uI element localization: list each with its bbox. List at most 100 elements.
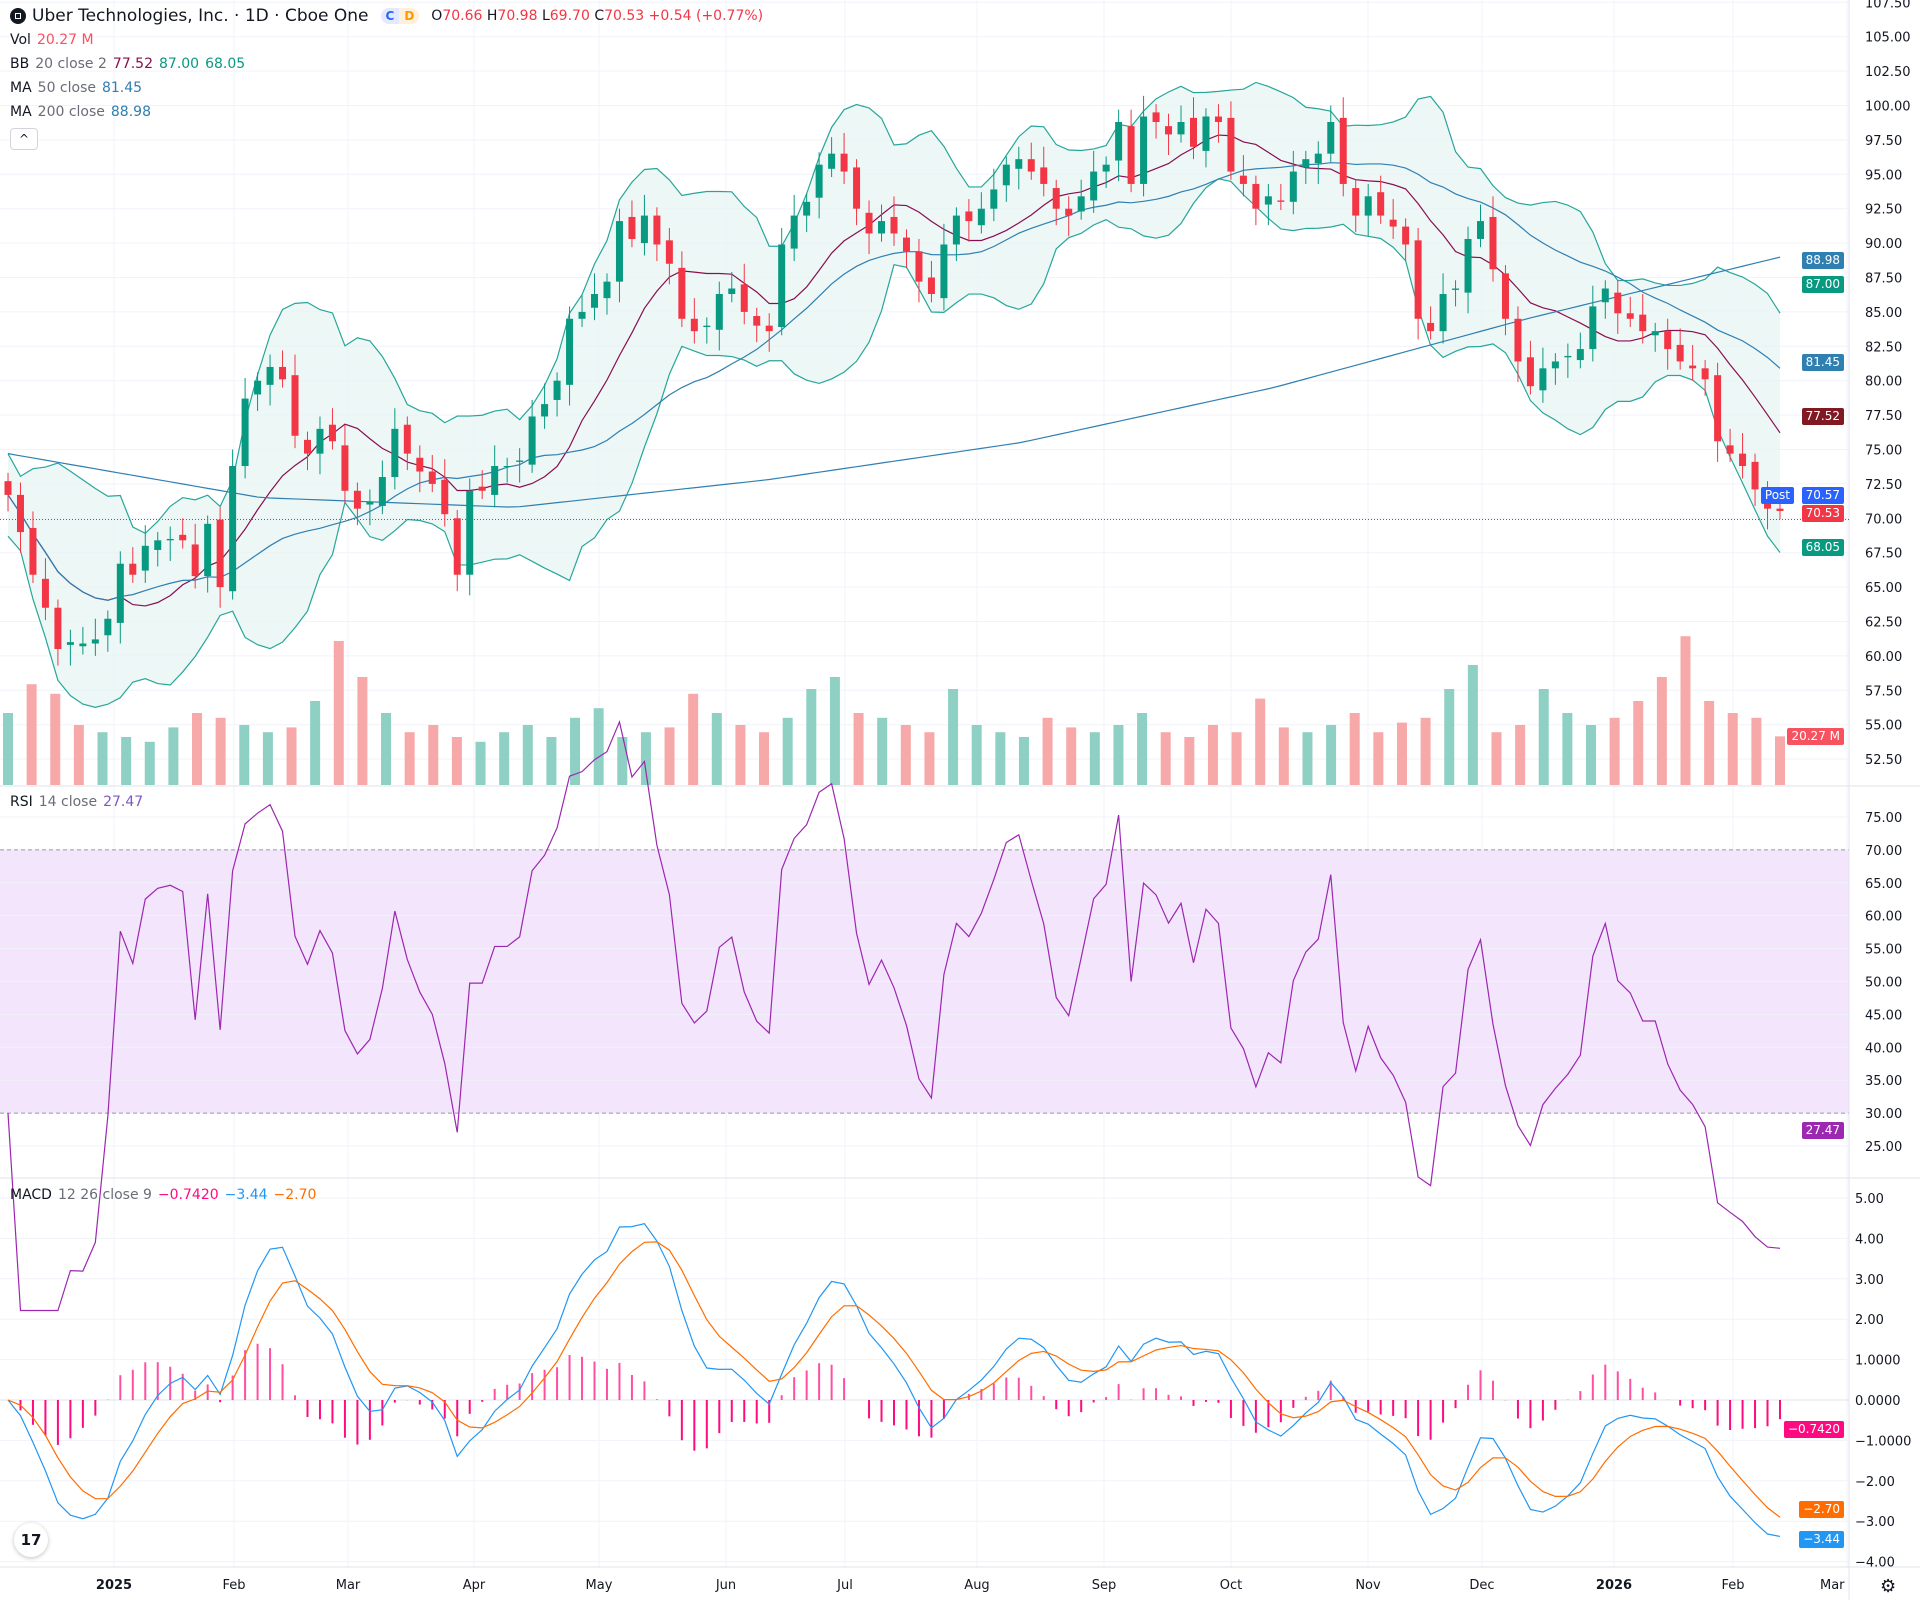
price-axis-label: 80.00: [1865, 375, 1902, 390]
volume-bar: [877, 717, 888, 785]
volume-bar: [1444, 689, 1455, 785]
collapse-legend-button[interactable]: ^: [10, 128, 38, 150]
volume-bar: [1727, 713, 1738, 785]
volume-bar: [522, 725, 533, 785]
candle-body: [553, 380, 561, 400]
symbol-name[interactable]: Uber Technologies, Inc. · 1D · Cboe One: [32, 6, 369, 26]
rsi-params: 14 close: [38, 794, 98, 810]
volume-bar: [1113, 725, 1124, 785]
volume-bar: [499, 732, 510, 785]
candle-body: [1676, 344, 1684, 362]
candle-body: [116, 563, 124, 623]
candle-body: [41, 578, 49, 608]
high-value: 70.98: [497, 8, 538, 24]
price-axis-label: 57.50: [1865, 684, 1902, 699]
candle-body: [129, 563, 137, 575]
bb-fill: [8, 82, 1780, 708]
rsi-axis-label: 40.00: [1865, 1041, 1902, 1056]
market-status-badges[interactable]: C D: [380, 8, 420, 24]
candle-body: [166, 538, 174, 541]
ma200-legend[interactable]: MA 200 close 88.98: [10, 104, 151, 120]
volume-bar: [1066, 727, 1077, 785]
candle-body: [1564, 355, 1572, 358]
rsi-legend[interactable]: RSI 14 close 27.47: [10, 794, 143, 810]
candle-body: [728, 288, 736, 295]
volume-bar: [1231, 732, 1242, 785]
candle-body: [1701, 368, 1709, 380]
close-label: C: [594, 8, 605, 24]
volume-bar: [664, 727, 675, 785]
candle-body: [927, 277, 935, 295]
macd-hist-value: −0.7420: [157, 1187, 219, 1203]
market-closed-badge[interactable]: C: [380, 8, 400, 24]
candle-body: [403, 424, 411, 454]
candle-body: [1090, 171, 1098, 201]
volume-bar: [1656, 677, 1667, 785]
volume-bar: [451, 737, 462, 785]
volume-bar: [782, 717, 793, 785]
candle-body: [1115, 122, 1123, 161]
volume-bar: [853, 713, 864, 785]
candle-body: [1040, 167, 1048, 184]
time-axis-label: Apr: [463, 1578, 486, 1593]
candle-body: [1614, 292, 1622, 314]
macd-legend[interactable]: MACD 12 26 close 9 −0.7420 −3.44 −2.70: [10, 1187, 316, 1203]
candle-body: [1589, 306, 1597, 350]
bb-basis-tag: 77.52: [1801, 408, 1844, 425]
volume-bar: [759, 732, 770, 785]
candle-body: [1514, 318, 1522, 362]
macd-label: MACD: [10, 1187, 52, 1203]
bb-params: 20 close 2: [35, 56, 107, 72]
ma200-value: 88.98: [110, 104, 151, 120]
volume-bar: [971, 725, 982, 785]
candle-body: [990, 189, 998, 209]
candle-body: [1489, 216, 1497, 270]
candle-body: [154, 540, 162, 550]
volume-bar: [1704, 701, 1715, 785]
volume-bar: [286, 727, 297, 785]
bb-upper-tag: 87.00: [1801, 276, 1844, 293]
macd-hist-tag: −0.7420: [1783, 1421, 1844, 1438]
volume-bar: [546, 737, 557, 785]
bb-basis-value: 77.52: [112, 56, 153, 72]
candle-body: [878, 221, 886, 234]
macd-axis-label: −3.00: [1855, 1515, 1895, 1530]
open-value: 70.66: [442, 8, 483, 24]
vol-value: 20.27 M: [36, 32, 94, 48]
candle-body: [753, 316, 761, 326]
price-axis-label: 70.00: [1865, 512, 1902, 527]
volume-bar: [357, 677, 368, 785]
candle-body: [715, 294, 723, 330]
tradingview-logo[interactable]: 17: [14, 1523, 48, 1557]
candle-body: [279, 366, 287, 380]
post-market-label: Post: [1760, 487, 1794, 504]
candle-body: [16, 494, 24, 533]
candle-body: [865, 212, 873, 234]
candle-body: [1189, 117, 1197, 147]
symbol-legend[interactable]: Uber Technologies, Inc. · 1D · Cboe One …: [10, 6, 763, 26]
bb-legend[interactable]: BB 20 close 2 77.52 87.00 68.05: [10, 56, 245, 72]
candle-body: [1214, 116, 1222, 123]
uber-logo-icon: [10, 8, 26, 24]
settings-gear-icon[interactable]: ⚙: [1880, 1576, 1897, 1597]
candle-body: [1452, 288, 1460, 290]
low-label: L: [541, 8, 550, 24]
candle-body: [1414, 240, 1422, 319]
volume-bar: [1775, 736, 1785, 785]
delayed-data-badge[interactable]: D: [399, 8, 420, 24]
time-axis-label: Dec: [1469, 1578, 1494, 1593]
candle-body: [491, 466, 499, 495]
rsi-line: [7, 719, 1781, 1312]
ma50-legend[interactable]: MA 50 close 81.45: [10, 80, 142, 96]
price-axis-label: 85.00: [1865, 306, 1902, 321]
volume-bar: [428, 725, 439, 785]
volume-legend[interactable]: Vol 20.27 M: [10, 32, 94, 48]
candle-body: [466, 490, 474, 575]
bb-lower-value: 68.05: [205, 56, 246, 72]
volume-bar: [404, 732, 415, 785]
candle-body: [853, 167, 861, 209]
volume-bar: [1302, 732, 1313, 785]
price-axis-label: 95.00: [1865, 168, 1902, 183]
price-axis-label: 100.00: [1865, 100, 1911, 115]
